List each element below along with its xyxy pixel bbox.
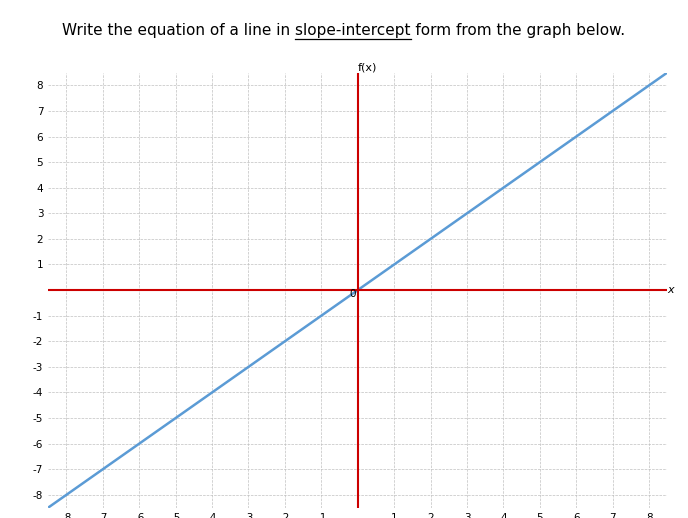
Text: x: x (667, 285, 674, 295)
Text: 0: 0 (349, 289, 356, 299)
Text: Write the equation of a line in slope-intercept form from the graph below.: Write the equation of a line in slope-in… (63, 23, 625, 38)
Text: f(x): f(x) (358, 63, 377, 73)
